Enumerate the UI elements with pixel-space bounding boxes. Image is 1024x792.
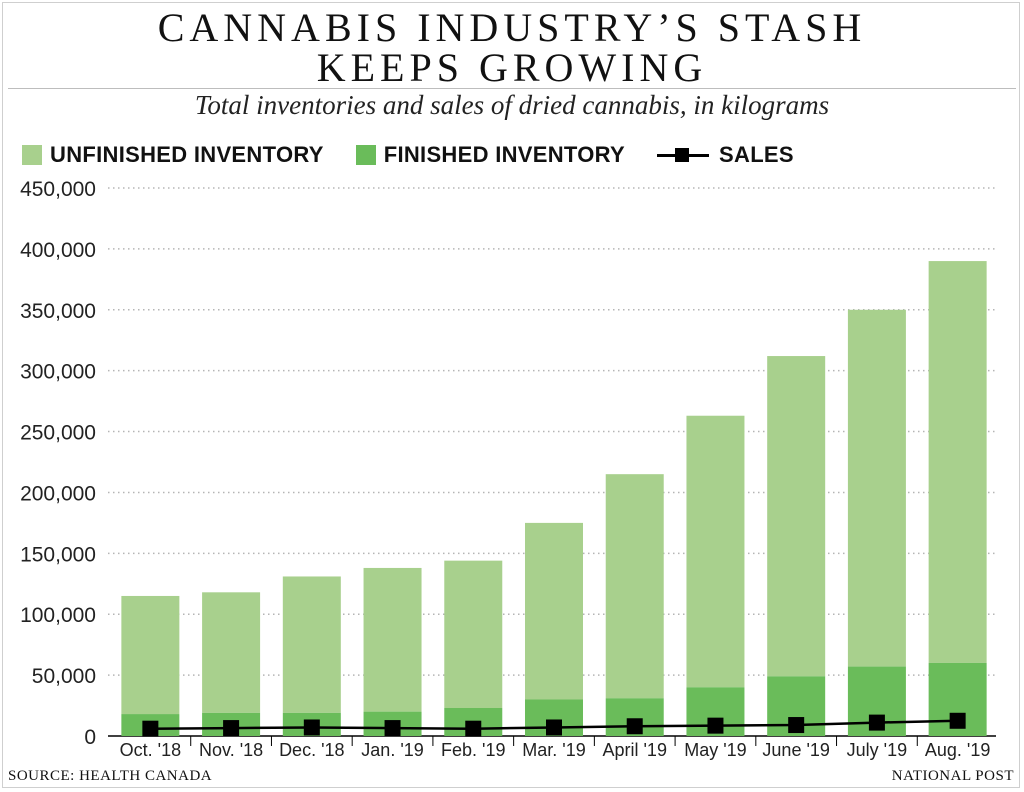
publisher-credit: NATIONAL POST — [891, 768, 1014, 784]
x-tick-label: Mar. '19 — [522, 740, 585, 760]
x-tick-label: July '19 — [847, 740, 907, 760]
sales-point — [223, 720, 240, 737]
bar-unfinished — [444, 560, 503, 708]
x-tick-label: Aug. '19 — [925, 740, 991, 760]
legend-swatch-unfinished — [22, 145, 42, 165]
x-tick-label: May '19 — [684, 740, 746, 760]
chart-subtitle: Total inventories and sales of dried can… — [194, 90, 830, 120]
y-tick-label: 350,000 — [20, 300, 96, 323]
bar-unfinished — [363, 567, 422, 712]
y-tick-label: 100,000 — [20, 604, 96, 627]
title-line-1: CANNABIS INDUSTRY’S STASH — [157, 5, 867, 50]
y-tick-label: 0 — [84, 726, 96, 749]
x-tick-label: Jan. '19 — [361, 740, 423, 760]
legend-label-sales: SALES — [719, 142, 794, 167]
bar-unfinished — [605, 474, 664, 699]
bars — [121, 261, 987, 736]
title-line-2: KEEPS GROWING — [316, 45, 708, 90]
y-tick-label: 250,000 — [20, 422, 96, 445]
y-tick-label: 150,000 — [20, 543, 96, 566]
sales-point — [465, 720, 482, 737]
sales-point — [868, 714, 885, 731]
sales-point — [949, 712, 966, 729]
sales-point — [626, 718, 643, 735]
bar-unfinished — [847, 309, 906, 667]
x-tick-label: April '19 — [602, 740, 666, 760]
source-note: SOURCE: HEALTH CANADA — [8, 768, 213, 784]
y-tick-label: 400,000 — [20, 239, 96, 262]
y-axis-ticks: 0 50,000 100,000 150,000 200,000 250,000 300,0… — [20, 178, 96, 749]
bar-unfinished — [767, 356, 826, 677]
sales-line — [142, 712, 966, 737]
legend-item-sales: SALES — [657, 142, 794, 168]
bar-unfinished — [282, 576, 341, 713]
chart-title: CANNABIS INDUSTRY’S STASH KEEPS GROWING — [0, 8, 1024, 88]
bar-unfinished — [525, 522, 583, 700]
x-tick-label: Feb. '19 — [441, 740, 505, 760]
sales-point — [707, 717, 724, 734]
sales-point — [384, 720, 401, 737]
x-tick-label: Oct. '18 — [120, 740, 181, 760]
x-axis-ticks: Oct. '18 Nov. '18 Dec. '18 Jan. '19 Feb. '19… — [120, 736, 991, 760]
y-tick-label: 200,000 — [20, 482, 96, 505]
legend-item-unfinished: UNFINISHED INVENTORY — [22, 142, 324, 168]
x-tick-label: Nov. '18 — [199, 740, 263, 760]
sales-point — [142, 720, 159, 737]
legend-label-finished: FINISHED INVENTORY — [383, 142, 626, 167]
sales-point — [303, 719, 320, 736]
legend-label-unfinished: UNFINISHED INVENTORY — [50, 142, 324, 167]
bar-unfinished — [202, 592, 261, 713]
y-tick-label: 50,000 — [32, 665, 96, 688]
x-tick-label: Dec. '18 — [279, 740, 344, 760]
sales-point — [546, 719, 562, 736]
legend-item-finished: FINISHED INVENTORY — [355, 142, 626, 168]
bar-unfinished — [686, 415, 745, 688]
y-tick-label: 450,000 — [20, 178, 96, 201]
y-tick-label: 300,000 — [20, 361, 96, 384]
legend-swatch-finished — [355, 145, 376, 165]
sales-point — [788, 717, 805, 734]
bar-unfinished — [928, 261, 987, 663]
bar-unfinished — [121, 595, 180, 715]
title-divider — [8, 88, 1016, 89]
legend-line-marker-icon — [657, 145, 710, 165]
x-tick-label: June '19 — [762, 740, 830, 760]
legend: UNFINISHED INVENTORY FINISHED INVENTORY … — [22, 140, 826, 170]
